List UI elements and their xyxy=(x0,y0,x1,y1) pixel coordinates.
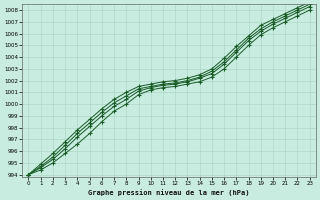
X-axis label: Graphe pression niveau de la mer (hPa): Graphe pression niveau de la mer (hPa) xyxy=(88,189,250,196)
